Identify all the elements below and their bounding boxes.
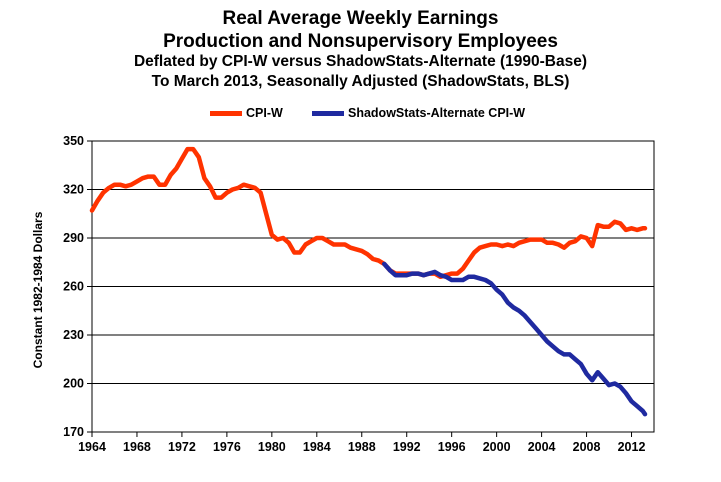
x-tick-label-1964: 1964 <box>78 440 106 454</box>
y-tick-label-260: 260 <box>63 280 84 294</box>
y-tick-label-290: 290 <box>63 231 84 245</box>
series-line-cpiw <box>89 146 648 280</box>
chart-title: Real Average Weekly Earnings <box>222 8 499 29</box>
x-tick-label-2000: 2000 <box>483 440 511 454</box>
x-tick-label-1988: 1988 <box>348 440 376 454</box>
legend-label-cpiw: CPI-W <box>246 106 283 120</box>
y-tick-label-170: 170 <box>63 425 84 439</box>
x-tick-label-1992: 1992 <box>393 440 421 454</box>
x-tick-label-2004: 2004 <box>528 440 556 454</box>
x-tick-label-1976: 1976 <box>213 440 241 454</box>
x-tick-label-1984: 1984 <box>303 440 331 454</box>
y-tick-label-200: 200 <box>63 377 84 391</box>
x-tick-label-1980: 1980 <box>258 440 286 454</box>
chart-legend: CPI-W ShadowStats-Alternate CPI-W <box>0 106 721 126</box>
y-tick-label-350: 350 <box>63 134 84 148</box>
chart-subtitle-2: Deflated by CPI-W versus ShadowStats-Alt… <box>133 53 588 70</box>
x-tick-label-2008: 2008 <box>573 440 601 454</box>
chart-subtitle-3: To March 2013, Seasonally Adjusted (Shad… <box>151 73 570 90</box>
y-tick-label-230: 230 <box>63 328 84 342</box>
legend-swatch-shadowstats <box>312 110 344 116</box>
legend-item-cpiw: CPI-W <box>210 106 283 120</box>
chart-subtitle-1: Production and Nonsupervisory Employees <box>163 31 558 52</box>
x-tick-label-1996: 1996 <box>438 440 466 454</box>
legend-swatch-cpiw <box>210 110 242 116</box>
x-tick-label-1968: 1968 <box>123 440 151 454</box>
x-tick-label-1972: 1972 <box>168 440 196 454</box>
series-line-shadowstats <box>381 261 648 417</box>
legend-label-shadowstats: ShadowStats-Alternate CPI-W <box>348 106 526 120</box>
x-tick-label-2012: 2012 <box>618 440 646 454</box>
legend-item-shadowstats: ShadowStats-Alternate CPI-W <box>312 106 525 120</box>
y-tick-label-320: 320 <box>63 183 84 197</box>
